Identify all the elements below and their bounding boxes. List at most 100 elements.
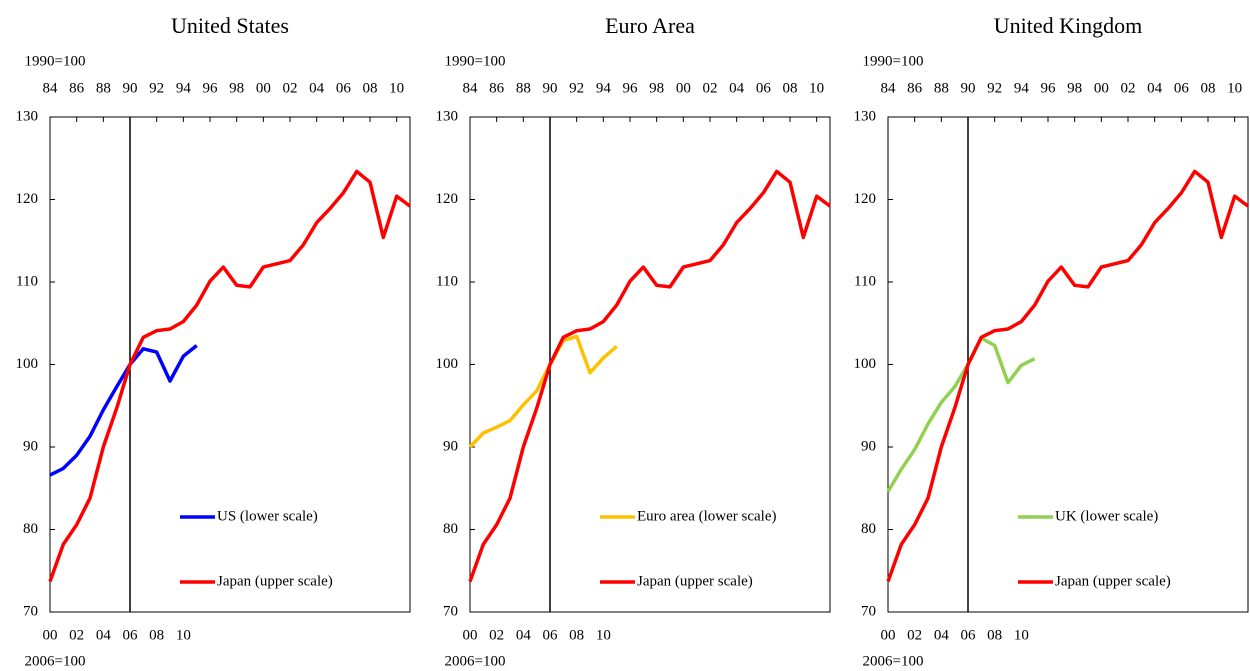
chart-title: United Kingdom [994,13,1143,38]
y-tick-label: 130 [16,108,39,124]
y-tick-label: 90 [23,438,38,454]
upper-x-tick-label: 08 [363,80,378,96]
y-tick-label: 90 [443,438,458,454]
legend-label: Japan (upper scale) [217,573,333,589]
upper-x-tick-label: 86 [907,80,923,96]
y-tick-label: 100 [16,356,39,372]
lower-axis-label: 2006=100 [445,653,506,669]
upper-x-tick-label: 92 [987,80,1002,96]
upper-x-tick-label: 96 [1041,80,1057,96]
lower-x-tick-label: 04 [96,627,112,643]
lower-x-tick-label: 02 [489,627,504,643]
upper-x-tick-label: 94 [1014,80,1030,96]
upper-x-tick-label: 10 [389,80,404,96]
upper-x-tick-label: 98 [649,80,664,96]
upper-x-tick-label: 08 [1201,80,1216,96]
y-tick-label: 130 [854,108,877,124]
upper-x-tick-label: 92 [569,80,584,96]
legend-label: Euro area (lower scale) [637,508,777,524]
legend-label: Japan (upper scale) [1055,573,1171,589]
upper-x-tick-label: 86 [489,80,505,96]
upper-x-tick-label: 86 [69,80,85,96]
upper-x-tick-label: 84 [881,80,897,96]
panel: Euro Area 1990=100 2006=100 70 80 90 100 110 120… [436,13,832,669]
upper-axis-label: 1990=100 [445,53,506,69]
upper-x-tick-label: 90 [961,80,976,96]
upper-x-tick-label: 94 [596,80,612,96]
y-tick-label: 100 [436,356,459,372]
upper-x-tick-label: 02 [283,80,298,96]
upper-x-tick-label: 88 [934,80,949,96]
series-line [886,336,1036,493]
lower-x-tick-label: 10 [1014,627,1029,643]
upper-x-tick-label: 84 [43,80,59,96]
y-tick-label: 80 [443,521,458,537]
lower-axis-label: 2006=100 [25,653,86,669]
upper-x-tick-label: 04 [729,80,745,96]
lower-x-tick-label: 08 [149,627,164,643]
series-line [468,334,618,449]
y-tick-label: 80 [23,521,38,537]
series-line [48,169,412,583]
lower-x-tick-label: 08 [987,627,1002,643]
y-tick-label: 90 [861,438,876,454]
plot-frame [469,116,831,613]
series-line [468,169,832,583]
upper-x-tick-label: 88 [96,80,111,96]
lower-x-tick-label: 06 [961,627,977,643]
chart-title: United States [171,13,289,38]
upper-x-tick-label: 90 [123,80,138,96]
upper-x-tick-label: 02 [703,80,718,96]
y-tick-label: 70 [23,603,38,619]
y-tick-label: 110 [854,273,876,289]
lower-x-tick-label: 00 [463,627,478,643]
y-tick-label: 130 [436,108,459,124]
y-tick-label: 120 [854,191,877,207]
upper-x-tick-label: 00 [256,80,271,96]
panel: United Kingdom 1990=100 2006=100 70 80 90 100 1… [854,13,1250,669]
lower-x-tick-label: 02 [69,627,84,643]
lower-x-tick-label: 06 [543,627,559,643]
y-tick-label: 110 [16,273,38,289]
lower-x-tick-label: 02 [907,627,922,643]
plot-frame [887,116,1249,613]
upper-x-tick-label: 98 [1067,80,1082,96]
legend-label: UK (lower scale) [1055,508,1158,524]
y-tick-label: 70 [443,603,458,619]
y-tick-label: 120 [16,191,39,207]
upper-x-tick-label: 10 [809,80,824,96]
lower-x-tick-label: 06 [123,627,139,643]
upper-x-tick-label: 06 [1174,80,1190,96]
upper-x-tick-label: 84 [463,80,479,96]
y-tick-label: 80 [861,521,876,537]
y-tick-label: 70 [861,603,876,619]
upper-x-tick-label: 92 [149,80,164,96]
upper-x-tick-label: 02 [1121,80,1136,96]
upper-x-tick-label: 08 [783,80,798,96]
upper-x-tick-label: 04 [309,80,325,96]
legend-label: Japan (upper scale) [637,573,753,589]
upper-x-tick-label: 00 [1094,80,1109,96]
legend-label: US (lower scale) [217,508,318,524]
plot-frame [49,116,411,613]
lower-x-tick-label: 00 [43,627,58,643]
lower-x-tick-label: 10 [596,627,611,643]
upper-x-tick-label: 96 [623,80,639,96]
upper-x-tick-label: 06 [756,80,772,96]
upper-x-tick-label: 90 [543,80,558,96]
lower-x-tick-label: 04 [934,627,950,643]
series-line [886,169,1250,583]
lower-x-tick-label: 08 [569,627,584,643]
lower-x-tick-label: 10 [176,627,191,643]
upper-x-tick-label: 10 [1227,80,1242,96]
y-tick-label: 120 [436,191,459,207]
lower-x-tick-label: 00 [881,627,896,643]
upper-x-tick-label: 06 [336,80,352,96]
y-tick-label: 100 [854,356,877,372]
upper-x-tick-label: 88 [516,80,531,96]
upper-x-tick-label: 04 [1147,80,1163,96]
series-line [49,344,198,477]
lower-axis-label: 2006=100 [863,653,924,669]
lower-x-tick-label: 04 [516,627,532,643]
